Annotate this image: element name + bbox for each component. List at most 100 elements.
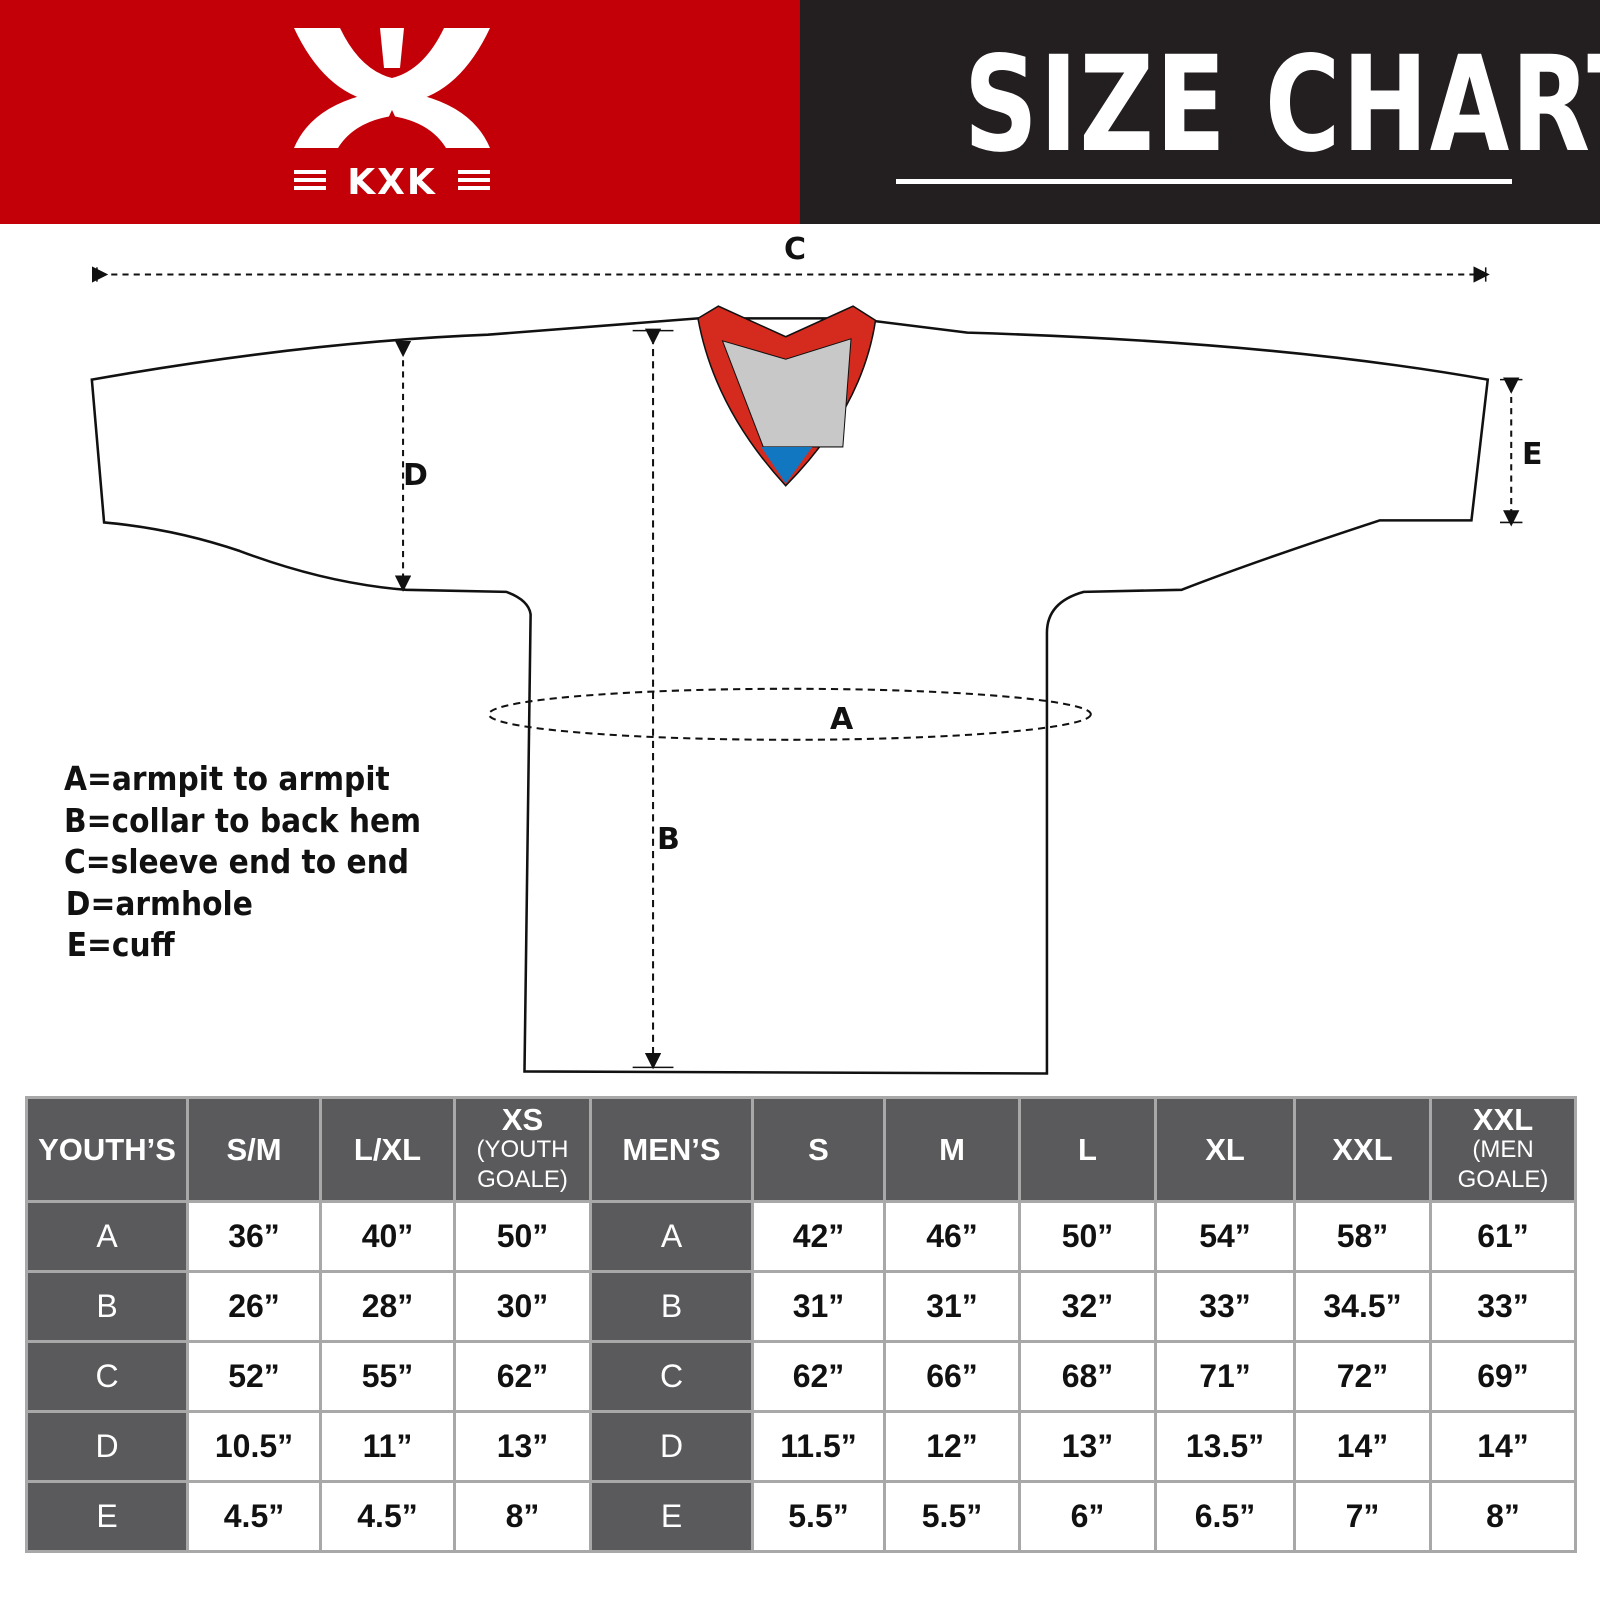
- youth-value-cell: 52”: [186, 1340, 322, 1413]
- youth-value-cell: 62”: [453, 1340, 592, 1413]
- legend-item: B=collar to back hem: [64, 800, 422, 840]
- men-value-cell: 13.5”: [1154, 1410, 1296, 1483]
- youth-value-cell: 11”: [319, 1410, 456, 1483]
- men-value-cell: 33”: [1429, 1270, 1577, 1343]
- men-size-header: XXL (MEN GOALE): [1429, 1096, 1577, 1203]
- size-table: YOUTH’S S/M L/XL XS (YOUTH GOALE) MEN’S S M L XL X…: [25, 1096, 1577, 1553]
- collar-insert: [721, 338, 852, 448]
- legend-item: C=sleeve end to end: [64, 842, 410, 881]
- men-value-cell: 5.5”: [883, 1480, 1021, 1553]
- men-value-cell: 66”: [883, 1340, 1021, 1413]
- jersey-outline: [90, 317, 1490, 1075]
- brand-banner: KXK: [0, 0, 800, 224]
- men-value-cell: 58”: [1293, 1200, 1432, 1273]
- men-value-cell: 69”: [1429, 1340, 1577, 1413]
- men-size-header: XXL: [1293, 1096, 1432, 1203]
- youth-size-header: XS (YOUTH GOALE): [453, 1096, 592, 1203]
- men-value-cell: 5.5”: [751, 1480, 886, 1553]
- youth-size-header: S/M: [186, 1096, 322, 1203]
- men-value-cell: 31”: [751, 1270, 886, 1343]
- men-value-cell: 54”: [1154, 1200, 1296, 1273]
- table-row: A 36” 40” 50” A 42” 46” 50” 54” 58” 61”: [25, 1200, 1577, 1273]
- men-value-cell: 6.5”: [1154, 1480, 1296, 1553]
- youth-value-cell: 40”: [319, 1200, 456, 1273]
- label-a: A: [830, 702, 854, 737]
- men-size-header: S: [751, 1096, 886, 1203]
- men-value-cell: 8”: [1429, 1480, 1577, 1553]
- row-label: A: [589, 1200, 754, 1273]
- youth-value-cell: 55”: [319, 1340, 456, 1413]
- column-label: XXL: [1332, 1132, 1393, 1167]
- men-value-cell: 68”: [1018, 1340, 1157, 1413]
- men-value-cell: 14”: [1293, 1410, 1432, 1483]
- men-value-cell: 7”: [1293, 1480, 1432, 1553]
- row-label: D: [589, 1410, 754, 1483]
- legend-item: A=armpit to armpit: [64, 759, 390, 798]
- youth-value-cell: 10.5”: [186, 1410, 322, 1483]
- men-value-cell: 42”: [751, 1200, 886, 1273]
- youth-value-cell: 50”: [453, 1200, 592, 1273]
- measure-a: [487, 687, 1092, 741]
- column-label: S/M: [226, 1132, 282, 1167]
- row-label: E: [25, 1480, 189, 1553]
- youth-value-cell: 4.5”: [186, 1480, 322, 1553]
- men-value-cell: 61”: [1429, 1200, 1577, 1273]
- column-sublabel: (MEN GOALE): [1457, 1136, 1549, 1193]
- row-label: A: [25, 1200, 189, 1273]
- youth-size-header: L/XL: [319, 1096, 456, 1203]
- men-value-cell: 33”: [1154, 1270, 1296, 1343]
- label-e: E: [1522, 437, 1543, 472]
- title-banner: [800, 0, 1600, 224]
- men-value-cell: 11.5”: [751, 1410, 886, 1483]
- men-size-header: M: [883, 1096, 1021, 1203]
- men-value-cell: 13”: [1018, 1410, 1157, 1483]
- column-label: XL: [1205, 1132, 1245, 1167]
- youth-value-cell: 28”: [319, 1270, 456, 1343]
- kxk-logo: KXK: [294, 28, 490, 203]
- youth-header: YOUTH’S: [25, 1096, 189, 1203]
- column-label: M: [939, 1132, 965, 1167]
- row-label: C: [25, 1340, 189, 1413]
- label-d: D: [403, 458, 428, 493]
- column-label: S: [808, 1132, 829, 1167]
- men-size-header: XL: [1154, 1096, 1296, 1203]
- men-value-cell: 46”: [883, 1200, 1021, 1273]
- legend-item: D=armhole: [65, 883, 253, 923]
- table-row: B 26” 28” 30” B 31” 31” 32” 33” 34.5” 33”: [25, 1270, 1577, 1343]
- youth-value-cell: 36”: [186, 1200, 322, 1273]
- collar-tip: [761, 446, 813, 484]
- column-label: L: [1078, 1132, 1097, 1167]
- men-value-cell: 31”: [883, 1270, 1021, 1343]
- men-header: MEN’S: [589, 1096, 754, 1203]
- column-label: MEN’S: [622, 1132, 721, 1167]
- row-label: B: [589, 1270, 754, 1343]
- men-value-cell: 34.5”: [1293, 1270, 1432, 1343]
- men-value-cell: 62”: [751, 1340, 886, 1413]
- title-underline: [896, 179, 1512, 184]
- youth-value-cell: 30”: [453, 1270, 592, 1343]
- men-value-cell: 12”: [883, 1410, 1021, 1483]
- measurement-legend: A=armpit to armpit B=collar to back hem …: [64, 758, 421, 966]
- men-value-cell: 72”: [1293, 1340, 1432, 1413]
- men-value-cell: 32”: [1018, 1270, 1157, 1343]
- column-label: XXL: [1472, 1102, 1534, 1137]
- row-label: E: [589, 1480, 754, 1553]
- men-value-cell: 14”: [1429, 1410, 1577, 1483]
- brand-wordmark: KXK: [347, 162, 437, 203]
- row-label: B: [25, 1270, 189, 1343]
- column-sublabel: (YOUTH GOALE): [476, 1136, 569, 1193]
- youth-value-cell: 13”: [453, 1410, 592, 1483]
- column-label: YOUTH’S: [38, 1132, 176, 1167]
- youth-value-cell: 8”: [453, 1480, 592, 1553]
- table-row: E 4.5” 4.5” 8” E 5.5” 5.5” 6” 6.5” 7” 8”: [25, 1480, 1577, 1553]
- table-row: D 10.5” 11” 13” D 11.5” 12” 13” 13.5” 14” 14”: [25, 1410, 1577, 1483]
- column-label: L/XL: [353, 1132, 422, 1167]
- row-label: D: [25, 1410, 189, 1483]
- label-c: C: [784, 232, 807, 267]
- youth-value-cell: 4.5”: [319, 1480, 456, 1553]
- column-label: XS: [501, 1102, 544, 1137]
- men-value-cell: 50”: [1018, 1200, 1157, 1273]
- men-value-cell: 6”: [1018, 1480, 1157, 1553]
- table-row: C 52” 55” 62” C 62” 66” 68” 71” 72” 69”: [25, 1340, 1577, 1413]
